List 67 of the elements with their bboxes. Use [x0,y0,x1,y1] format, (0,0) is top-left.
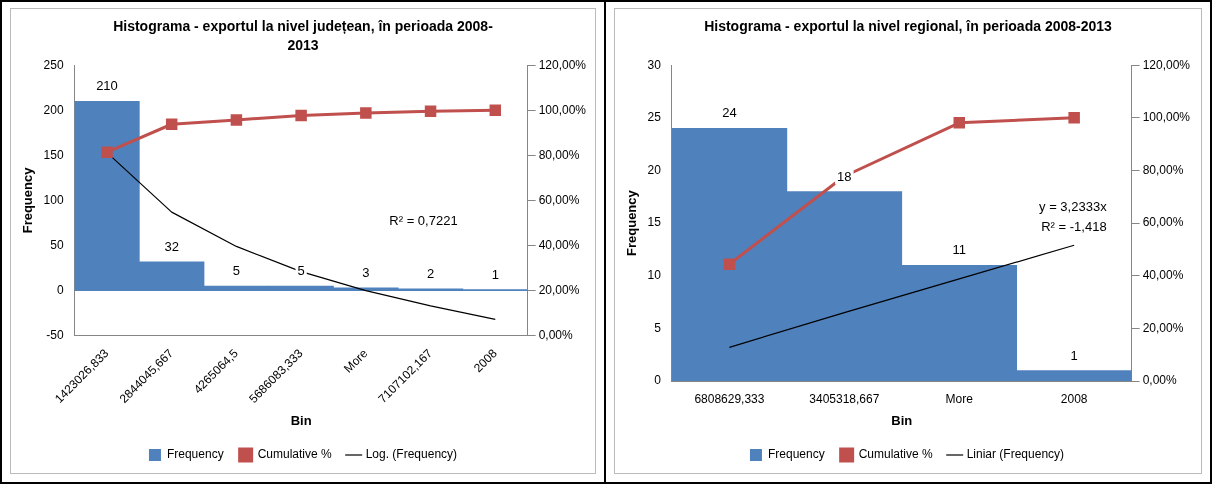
point [953,117,965,129]
chart-title: Histograma - exportul la nivel județean, în perioada 2008-2013 [112,17,494,55]
legend-label: Frequency [767,447,825,462]
y2-tick-label: 100,00% [538,102,587,117]
x-axis-title: Bin [290,412,312,428]
legend-label: Liniar (Frequency) [966,447,1065,462]
point [723,258,736,270]
data-label: 2 [426,265,435,281]
annotation: R² = -1,418 [1041,218,1107,234]
point [101,146,113,158]
annotation: y = 3,2333x [1039,198,1108,214]
y2-tick-label: 20,00% [1142,320,1184,335]
data-label: 1 [1070,347,1078,363]
y-axis-title: Frequency [624,189,640,256]
data-label: 32 [164,238,179,254]
point [360,107,372,119]
y-tick-label: 50 [50,237,64,252]
point [1068,112,1080,124]
x-tick-label: 3405318,667 [809,391,880,406]
legend-label: Log. (Frequency) [365,447,458,462]
y-tick-label: 25 [647,110,662,125]
y2-tick-label: 40,00% [538,237,580,252]
y2-tick-label: 0,00% [1142,373,1177,388]
y2-tick-label: 60,00% [538,192,580,207]
chart-title: Histograma - exportul la nivel regional, în perioada 2008-2013 [703,17,1113,36]
y2-tick-label: 120,00% [1142,57,1191,72]
x-axis-title: Bin [891,412,913,428]
data-label: 5 [232,263,241,279]
y-tick-label: 0 [654,373,662,388]
y2-tick-label: 120,00% [538,57,587,72]
x-tick-label: More [945,391,974,406]
y2-tick-label: 0,00% [538,327,573,342]
data-label: 18 [837,168,852,184]
y2-tick-label: 60,00% [1142,215,1184,230]
data-label: 24 [722,105,737,121]
y2-tick-label: 20,00% [538,282,580,297]
legend-label: Frequency [166,447,224,462]
y2-tick-label: 80,00% [538,147,580,162]
annotation: R² = 0,7221 [389,212,458,228]
data-label: 3 [362,264,370,280]
y-tick-label: 30 [647,57,662,72]
y-tick-label: 5 [654,320,662,335]
x-tick-label: 2008 [1060,391,1088,406]
point [230,114,243,126]
y-tick-label: 250 [43,57,64,72]
x-tick-label: 6808629,333 [694,391,765,406]
point [489,104,502,117]
y-axis-title: Frequency [20,166,36,234]
y2-tick-label: 40,00% [1142,268,1184,283]
y-tick-label: 0 [56,282,64,297]
data-label: 210 [96,78,118,94]
y-tick-label: 15 [647,215,662,230]
y2-tick-label: 80,00% [1142,162,1184,177]
data-label: 11 [952,242,966,258]
y-tick-label: 10 [647,268,662,283]
point [424,105,437,117]
legend-label: Cumulative % [858,447,934,462]
y-tick-label: 20 [647,162,662,177]
data-label: 1 [491,266,499,282]
point [295,109,307,122]
point [165,118,178,130]
y-tick-label: 200 [43,102,64,117]
y-tick-label: 100 [43,192,64,207]
y2-tick-label: 100,00% [1142,110,1191,125]
legend-label: Cumulative % [257,447,332,462]
y-tick-label: -50 [46,327,64,342]
y-tick-label: 150 [43,147,64,162]
